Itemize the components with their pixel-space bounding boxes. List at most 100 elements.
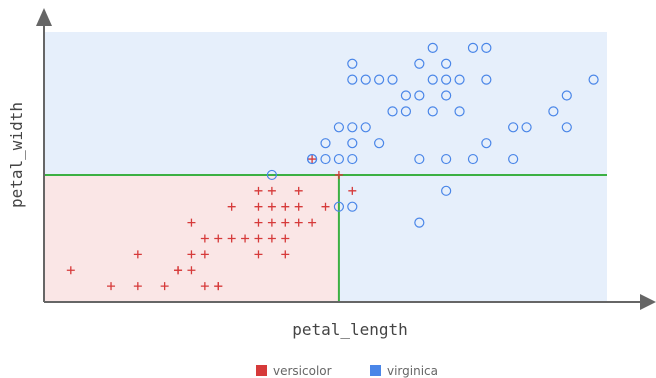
versicolor-point-37: [214, 282, 223, 291]
versicolor-point-27: [294, 202, 303, 211]
decision-regions: [44, 32, 607, 302]
versicolor-point-20: [267, 218, 276, 227]
virginica-point-44: [561, 122, 572, 133]
versicolor-point-25: [267, 202, 276, 211]
versicolor-point-35: [308, 155, 317, 164]
y-axis-arrow: [36, 8, 52, 26]
virginica-point-34: [467, 153, 479, 165]
virginica-point-21: [400, 90, 412, 101]
versicolor-point-2: [133, 282, 142, 291]
versicolor-point-7: [187, 250, 196, 259]
virginica-point-47: [441, 185, 452, 196]
virginica-point-6: [320, 138, 331, 149]
versicolor-point-13: [214, 234, 223, 243]
versicolor-point-17: [254, 234, 263, 243]
virginica-point-39: [508, 153, 519, 165]
versicolor-point-30: [294, 186, 303, 195]
versicolor-point-10: [200, 250, 209, 259]
virginica-point-20: [400, 106, 412, 117]
virginica-point-8: [333, 153, 345, 165]
virginica-point-14: [360, 122, 371, 133]
virginica-point-13: [347, 58, 358, 69]
versicolor-point-18: [267, 234, 276, 243]
versicolor-point-22: [294, 218, 303, 227]
virginica-point-29: [441, 90, 452, 101]
data-points: [66, 42, 599, 291]
versicolor-point-28: [254, 186, 263, 195]
virginica-point-40: [508, 122, 519, 133]
versicolor-point-14: [227, 234, 236, 243]
versicolor-point-6: [187, 266, 196, 275]
virginica-point-3: [333, 201, 345, 212]
virginica-point-15: [360, 74, 371, 85]
y-axis-label: petal_width: [7, 102, 26, 208]
virginica-point-28: [441, 153, 452, 165]
virginica-point-25: [414, 90, 425, 101]
versicolor-point-39: [254, 202, 263, 211]
virginica-point-45: [588, 74, 599, 85]
virginica-point-36: [481, 138, 492, 149]
virginica-point-10: [347, 138, 358, 149]
versicolor-point-1: [107, 282, 116, 291]
versicolor-point-15: [241, 234, 250, 243]
virginica-point-19: [387, 74, 398, 85]
versicolor-point-21: [281, 218, 290, 227]
virginica-point-7: [333, 122, 345, 133]
x-axis-arrow: [640, 294, 656, 310]
versicolor-point-26: [281, 202, 290, 211]
virginica-point-5: [414, 217, 425, 228]
virginica-point-9: [347, 122, 358, 133]
axes: [36, 8, 656, 310]
versicolor-point-19: [281, 234, 290, 243]
virginica-point-2: [320, 153, 331, 165]
region-virginica-2: [338, 174, 607, 302]
virginica-point-46: [306, 153, 318, 165]
versicolor-point-8: [187, 218, 196, 227]
virginica-point-35: [467, 42, 479, 53]
virginica-point-23: [427, 106, 438, 117]
virginica-point-18: [387, 106, 398, 117]
virginica-point-33: [454, 74, 465, 85]
virginica-point-41: [521, 122, 532, 133]
versicolor-point-32: [308, 218, 317, 227]
virginica-point-12: [347, 74, 358, 85]
virginica-point-42: [548, 106, 559, 117]
virginica-point-26: [427, 74, 438, 85]
legend-swatch-virginica: [370, 365, 381, 376]
virginica-point-17: [374, 74, 385, 85]
versicolor-point-33: [321, 202, 330, 211]
virginica-point-43: [561, 90, 572, 101]
versicolor-point-3: [160, 282, 169, 291]
virginica-point-22: [414, 153, 425, 165]
versicolor-point-0: [66, 266, 75, 275]
virginica-point-16: [374, 138, 385, 149]
virginica-point-27: [427, 42, 438, 53]
versicolor-point-34: [334, 170, 343, 179]
versicolor-point-23: [254, 218, 263, 227]
legend-swatch-versicolor: [256, 365, 267, 376]
x-axis-label: petal_length: [292, 320, 408, 339]
region-versicolor-0: [44, 174, 339, 302]
virginica-point-24: [414, 58, 425, 69]
virginica-point-11: [347, 153, 358, 165]
virginica-point-4: [347, 201, 358, 212]
versicolor-point-36: [348, 186, 357, 195]
versicolor-point-24: [227, 202, 236, 211]
virginica-point-38: [481, 42, 492, 53]
virginica-point-30: [441, 58, 452, 69]
versicolor-point-9: [200, 282, 209, 291]
virginica-point-32: [454, 106, 465, 117]
virginica-point-0: [266, 169, 277, 181]
virginica-point-31: [441, 74, 452, 85]
versicolor-point-29: [267, 186, 276, 195]
versicolor-point-38: [174, 266, 183, 275]
versicolor-point-16: [254, 250, 263, 259]
legend-label-virginica: virginica: [387, 364, 438, 378]
versicolor-point-31: [281, 250, 290, 259]
region-virginica-1: [44, 32, 607, 175]
legend-label-versicolor: versicolor: [273, 364, 332, 378]
legend: versicolor virginica: [256, 364, 438, 378]
versicolor-point-4: [133, 250, 142, 259]
virginica-point-37: [481, 74, 492, 85]
